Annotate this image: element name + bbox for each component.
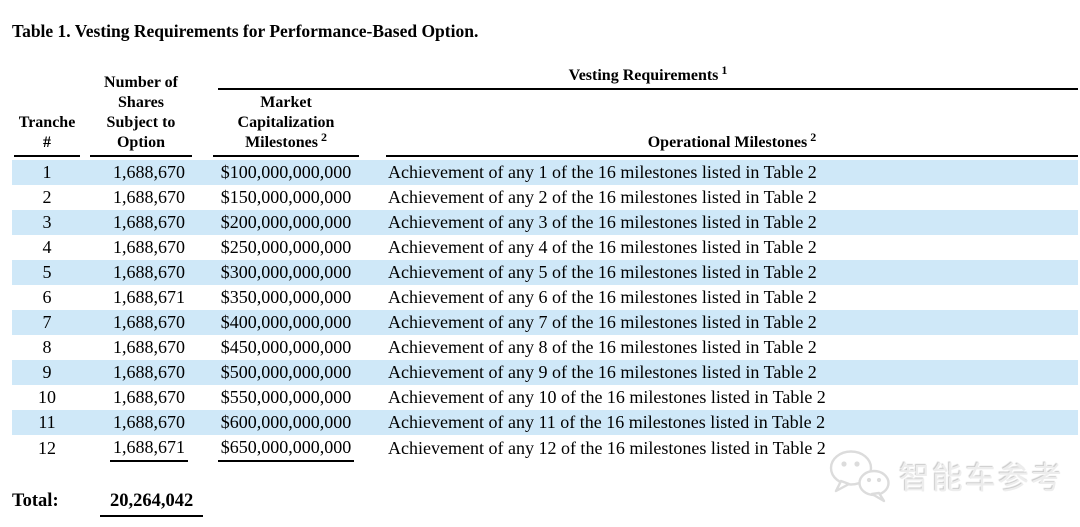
market-cap-header-line2: Capitalization	[237, 114, 335, 131]
tranche-cell: 3	[12, 210, 82, 235]
table-row: 6 1,688,671 $350,000,000,000 Achievement of…	[12, 285, 1078, 310]
table-row: 9 1,688,670 $500,000,000,000 Achievement of…	[12, 360, 1078, 385]
shares-cell: 1,688,670	[113, 237, 185, 257]
shares-header-underline: Number of Shares Subject to Option	[90, 73, 192, 157]
market-cap-cell: $300,000,000,000	[200, 260, 372, 285]
tranche-cell: 1	[12, 160, 82, 185]
footnote-1-marker: 1	[721, 62, 728, 77]
shares-header-line3: Subject to	[106, 114, 176, 131]
milestone-cell: Achievement of any 10 of the 16 mileston…	[388, 387, 826, 407]
table-body: 1 1,688,670 $100,000,000,000 Achievement of…	[12, 160, 1078, 462]
market-cap-cell: $500,000,000,000	[200, 360, 372, 385]
tranche-cell: 9	[12, 360, 82, 385]
tranche-cell: 12	[38, 438, 56, 458]
market-cap-cell: $250,000,000,000	[220, 237, 352, 257]
tranche-cell: 5	[12, 260, 82, 285]
market-cap-cell: $100,000,000,000	[200, 160, 372, 185]
milestone-cell: Achievement of any 12 of the 16 mileston…	[388, 438, 826, 458]
shares-column-header: Number of Shares Subject to Option	[82, 65, 200, 160]
shares-cell: 1,688,670	[113, 337, 185, 357]
market-cap-cell: $600,000,000,000	[200, 410, 372, 435]
shares-cell: 1,688,670	[82, 260, 200, 285]
vesting-table: Tranche # Number of Shares Subject to Op…	[12, 62, 1078, 462]
table-row: 8 1,688,670 $450,000,000,000 Achievement of…	[12, 335, 1078, 360]
market-cap-header-line3: Milestones 2	[245, 129, 327, 151]
milestone-cell: Achievement of any 2 of the 16 milestone…	[388, 187, 817, 207]
tranche-cell: 11	[12, 410, 82, 435]
table-row: 12 1,688,671 $650,000,000,000 Achievement o…	[12, 435, 1078, 462]
vesting-requirements-underline: Vesting Requirements 1	[218, 62, 1078, 90]
milestone-cell: Achievement of any 6 of the 16 milestone…	[388, 287, 817, 307]
shares-header-line1: Number of	[104, 74, 178, 91]
total-value: 20,264,042	[100, 489, 204, 517]
table-row: 4 1,688,670 $250,000,000,000 Achievement of…	[12, 235, 1078, 260]
operational-milestones-label: Operational Milestones	[647, 134, 808, 151]
milestone-cell: Achievement of any 4 of the 16 milestone…	[388, 237, 817, 257]
shares-cell: 1,688,670	[113, 387, 185, 407]
milestone-cell: Achievement of any 9 of the 16 milestone…	[372, 360, 1078, 385]
table-row: 5 1,688,670 $300,000,000,000 Achievement of…	[12, 260, 1078, 285]
shares-cell: 1,688,670	[82, 210, 200, 235]
table-title: Table 1. Vesting Requirements for Perfor…	[12, 21, 479, 41]
shares-cell: 1,688,671	[113, 287, 185, 307]
market-cap-cell: $200,000,000,000	[200, 210, 372, 235]
shares-cell: 1,688,670	[82, 410, 200, 435]
market-cap-cell: $650,000,000,000	[200, 435, 372, 462]
table-row: 7 1,688,670 $400,000,000,000 Achievement of…	[12, 310, 1078, 335]
header-row-sub: Market Capitalization Milestones 2 Operat…	[12, 93, 1078, 160]
milestone-cell: Achievement of any 1 of the 16 milestone…	[372, 160, 1078, 185]
milestone-cell: Achievement of any 7 of the 16 milestone…	[372, 310, 1078, 335]
vesting-requirements-label: Vesting Requirements	[568, 67, 719, 84]
shares-cell: 1,688,670	[82, 160, 200, 185]
market-cap-header-line1: Market	[260, 94, 312, 111]
footnote-2-marker: 2	[810, 129, 817, 144]
tranche-cell: 7	[12, 310, 82, 335]
table-row: 11 1,688,670 $600,000,000,000 Achievement o…	[12, 410, 1078, 435]
tranche-cell: 8	[42, 337, 52, 357]
tranche-header-underline: Tranche #	[14, 113, 80, 157]
table-row: 1 1,688,670 $100,000,000,000 Achievement of…	[12, 160, 1078, 185]
market-cap-cell: $150,000,000,000	[220, 187, 352, 207]
header-row-top: Tranche # Number of Shares Subject to Op…	[12, 62, 1078, 157]
tranche-header-line1: Tranche	[18, 114, 76, 131]
tranche-cell: 10	[38, 387, 56, 407]
market-cap-cell: $450,000,000,000	[220, 337, 352, 357]
shares-header-line4: Option	[116, 134, 165, 151]
market-cap-header-underline: Market Capitalization Milestones 2	[213, 93, 359, 157]
table-row: 2 1,688,670 $150,000,000,000 Achievement of…	[12, 185, 1078, 210]
vesting-requirements-group-header: Vesting Requirements 1	[200, 62, 1078, 93]
market-cap-cell: $350,000,000,000	[220, 287, 352, 307]
milestone-cell: Achievement of any 8 of the 16 milestone…	[388, 337, 817, 357]
shares-header-line2: Shares	[118, 94, 164, 111]
footnote-2-marker: 2	[320, 129, 327, 144]
shares-cell: 1,688,670	[82, 310, 200, 335]
total-label: Total:	[12, 491, 59, 511]
operational-milestones-column-header: Operational Milestones 2	[372, 93, 1078, 160]
shares-cell: 1,688,670	[113, 187, 185, 207]
tranche-cell: 4	[42, 237, 52, 257]
tranche-cell: 6	[42, 287, 52, 307]
market-cap-cell: $550,000,000,000	[220, 387, 352, 407]
table-row: 10 1,688,670 $550,000,000,000 Achievement o…	[12, 385, 1078, 410]
milestone-cell: Achievement of any 11 of the 16 mileston…	[372, 410, 1078, 435]
total-row: Total: 20,264,042	[12, 489, 1080, 517]
table-header: Tranche # Number of Shares Subject to Op…	[12, 62, 1078, 160]
table-row: 3 1,688,670 $200,000,000,000 Achievement of…	[12, 210, 1078, 235]
market-cap-column-header: Market Capitalization Milestones 2	[200, 93, 372, 160]
market-cap-cell: $400,000,000,000	[200, 310, 372, 335]
milestone-cell: Achievement of any 5 of the 16 milestone…	[372, 260, 1078, 285]
operational-header-underline: Operational Milestones 2	[386, 129, 1078, 157]
tranche-cell: 2	[42, 187, 52, 207]
milestone-cell: Achievement of any 3 of the 16 milestone…	[372, 210, 1078, 235]
tranche-header-line2: #	[43, 134, 51, 151]
shares-cell: 1,688,671	[82, 435, 200, 462]
shares-cell: 1,688,670	[82, 360, 200, 385]
tranche-column-header: Tranche #	[12, 65, 82, 160]
